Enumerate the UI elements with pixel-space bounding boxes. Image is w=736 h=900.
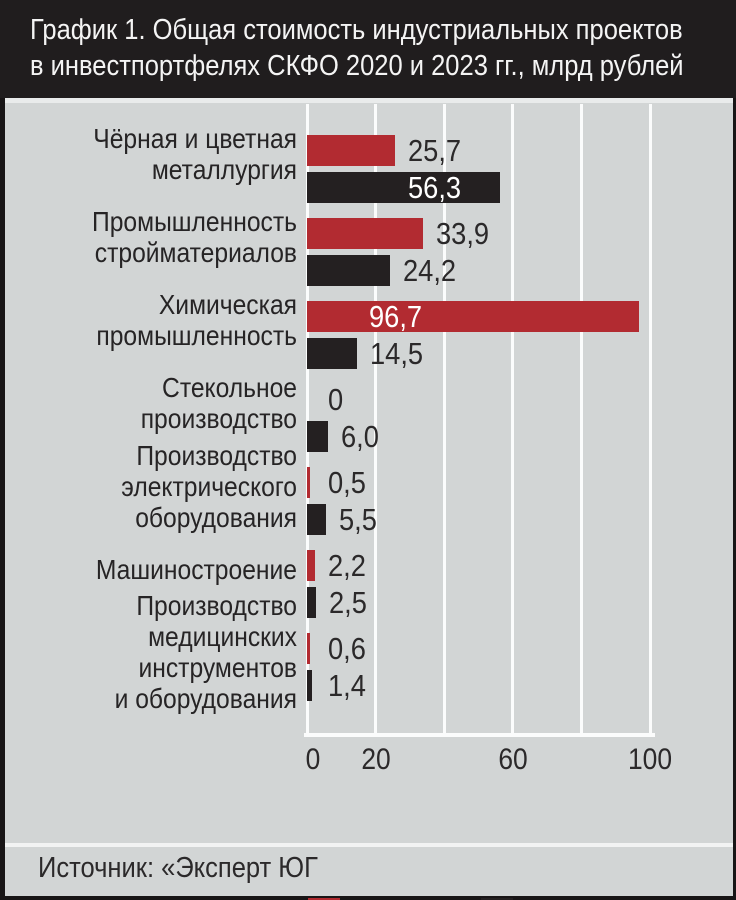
category-label: Чёрная и цветная металлургия [40, 123, 297, 185]
gridline-60 [511, 104, 515, 733]
x-tick-label-60: 60 [498, 743, 528, 776]
value-label-2020-4: 0 [328, 381, 344, 417]
value-label-2023-2: 24,2 [403, 252, 457, 288]
bar-2023-7 [307, 670, 312, 701]
gridline-80 [579, 104, 583, 733]
category-label-line: производство [140, 403, 297, 434]
value-label-2023-6: 2,5 [328, 584, 367, 620]
gridline-20 [374, 104, 378, 733]
value-label-2020-2: 33,9 [436, 215, 490, 251]
category-label-line: Чёрная и цветная [93, 123, 297, 154]
value-label-2020-7: 0,6 [328, 630, 366, 666]
category-label: Химическая промышленность [40, 289, 297, 351]
chart-title-line-2: в инвестпортфелях СКФО 2020 и 2023 гг., … [30, 50, 684, 82]
value-label-2020-1: 25,7 [408, 132, 462, 168]
category-label-line: металлургия [151, 154, 297, 185]
category-label-line: Машиностроение [95, 553, 297, 585]
category-label: Производство медицинских инструментов и обо… [40, 590, 297, 714]
category-label-line: стройматериалов [94, 237, 297, 268]
plot-panel: 0 20 60 100 Чёрная и цветная металлургия Промы… [5, 98, 733, 900]
category-label-line: оборудования [135, 501, 297, 533]
x-tick-label-20: 20 [360, 743, 391, 776]
bar-2023-4 [307, 421, 328, 452]
bar-2020-1 [307, 135, 396, 166]
category-label-line: Производство [136, 439, 297, 471]
value-label-2020-6: 2,2 [328, 547, 366, 583]
legend-swatch-2020 [308, 898, 340, 900]
bar-2020-7 [307, 633, 310, 664]
value-label-2023-5: 5,5 [338, 501, 377, 537]
category-label-line: инструментов [138, 652, 297, 683]
chart-title-line-1: График 1. Общая стоимость индустриальных… [30, 14, 683, 46]
category-label: Производство электрического оборудования [40, 440, 297, 533]
category-label-line: и оборудования [114, 683, 297, 714]
legend-swatch-2023 [480, 898, 513, 900]
source-text: Источник: «Эксперт ЮГ [38, 852, 318, 884]
gridline-100 [648, 104, 652, 733]
category-label-line: электрического [121, 470, 297, 502]
category-label-line: медицинских [148, 621, 297, 652]
legend-label-2020: 2020 г. [364, 897, 444, 900]
value-label-2020-5: 0,5 [328, 464, 366, 500]
bar-2020-5 [307, 467, 310, 498]
legend-label-2023: 2023 г. [537, 897, 617, 900]
bar-2023-2 [307, 255, 390, 286]
legend: 2020 г. 2023 г. [308, 897, 653, 900]
value-label-2023-4: 6,0 [340, 418, 379, 454]
category-label: Промышленность стройматериалов [40, 206, 297, 268]
bar-2023-5 [307, 504, 326, 535]
value-label-2023-7: 1,4 [328, 667, 366, 703]
bar-2020-3 [307, 301, 639, 332]
category-label-line: Промышленность [92, 206, 297, 237]
category-label-line: Стекольное [162, 372, 297, 403]
value-label-2023-3: 14,5 [369, 335, 423, 371]
footer-divider [5, 843, 733, 847]
x-tick-label-0: 0 [305, 743, 321, 776]
gridline-40 [442, 104, 446, 733]
value-label-2023-1: 56,3 [408, 169, 462, 205]
chart-title: График 1. Общая стоимость индустриальных… [30, 12, 684, 84]
bar-2023-1 [307, 172, 501, 203]
category-label: Стекольное производство [40, 372, 297, 434]
bar-2023-6 [307, 587, 316, 618]
gridline-0 [305, 104, 309, 733]
category-label-line: промышленность [96, 320, 297, 351]
chart-header: График 1. Общая стоимость индустриальных… [0, 0, 736, 98]
x-tick-label-100: 100 [627, 743, 673, 776]
bar-2020-6 [307, 550, 315, 581]
category-label-line: Производство [136, 590, 297, 621]
x-axis-line [304, 733, 655, 737]
category-label: Машиностроение [40, 554, 297, 585]
bar-2023-3 [307, 338, 357, 369]
category-label-line: Химическая [158, 289, 297, 320]
bar-2020-2 [307, 218, 424, 249]
value-label-2020-3: 96,7 [369, 298, 423, 334]
